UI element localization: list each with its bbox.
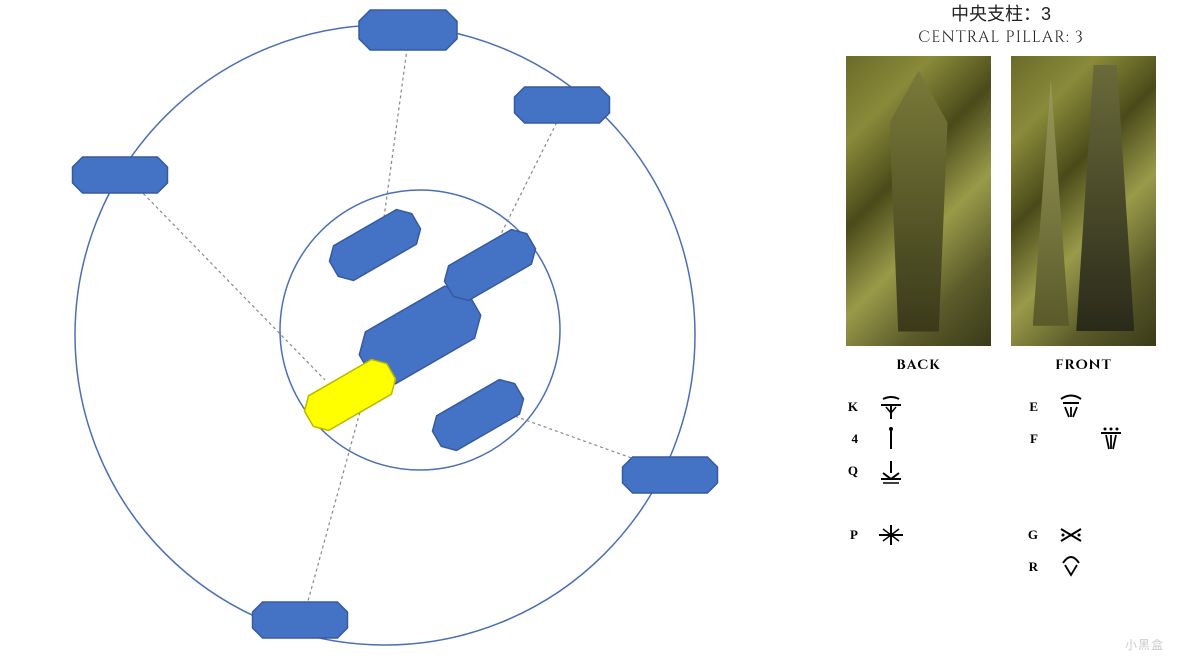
glyph-letter: Q xyxy=(836,463,866,479)
glyph-p xyxy=(866,521,916,549)
node-inner-top-right xyxy=(439,224,541,306)
glyph-letter: G xyxy=(1016,527,1046,543)
spoke-4 xyxy=(135,185,325,380)
glyph-r xyxy=(1046,553,1096,581)
images-row: Back Front xyxy=(820,56,1182,375)
node-outer-top xyxy=(359,10,457,50)
front-image-block: Front xyxy=(1011,56,1156,375)
watermark: 小黑盒 xyxy=(1125,636,1164,653)
glyph-row: R xyxy=(1016,553,1166,581)
front-pillar-image xyxy=(1011,56,1156,346)
glyph-row: 4 xyxy=(836,425,986,453)
glyph-letter: K xyxy=(836,399,866,415)
header: 中央支柱：3 Central Pillar: 3 xyxy=(820,0,1182,48)
spoke-1 xyxy=(492,112,562,252)
glyph-column-front: EF GR xyxy=(1016,393,1166,585)
glyph-row xyxy=(1016,457,1166,485)
right-panel: 中央支柱：3 Central Pillar: 3 Back Front K 4 Q P… xyxy=(820,0,1182,667)
node-outer-right xyxy=(623,457,718,493)
glyph-g xyxy=(1046,521,1096,549)
node-outer-left xyxy=(73,157,168,193)
glyph-letter: P xyxy=(836,527,866,543)
glyph-row: Q xyxy=(836,457,986,485)
glyph-table: K 4 Q P EF GR xyxy=(820,393,1182,585)
glyph-row: E xyxy=(1016,393,1166,421)
diagram-area xyxy=(0,0,800,667)
glyph-4 xyxy=(866,425,916,453)
spoke-0 xyxy=(382,42,408,232)
spoke-3 xyxy=(305,412,360,612)
pillar-diagram xyxy=(0,0,800,667)
back-label: Back xyxy=(896,356,941,375)
glyph-column-back: K 4 Q P xyxy=(836,393,986,585)
glyph-row xyxy=(836,489,986,517)
node-outer-bottom xyxy=(253,602,348,638)
glyph-q xyxy=(866,457,916,485)
glyph-row: G xyxy=(1016,521,1166,549)
node-inner-bottom-right xyxy=(427,374,529,456)
node-inner-bottom-left xyxy=(299,354,401,436)
glyph-f xyxy=(1086,425,1136,453)
glyph-row xyxy=(1016,489,1166,517)
glyph-row: K xyxy=(836,393,986,421)
back-image-block: Back xyxy=(846,56,991,375)
glyph-letter: F xyxy=(1016,431,1046,447)
glyph-k xyxy=(866,393,916,421)
glyph-letter: 4 xyxy=(836,431,866,447)
glyph-letter: R xyxy=(1016,559,1046,575)
node-outer-top-right xyxy=(515,87,610,123)
back-pillar-image xyxy=(846,56,991,346)
cn-title: 中央支柱：3 xyxy=(820,0,1182,26)
glyph-letter: E xyxy=(1016,399,1046,415)
en-title: Central Pillar: 3 xyxy=(820,26,1182,48)
glyph-row: P xyxy=(836,521,986,549)
glyph-row: F xyxy=(1016,425,1166,453)
glyph-e xyxy=(1046,393,1096,421)
front-label: Front xyxy=(1055,356,1112,375)
